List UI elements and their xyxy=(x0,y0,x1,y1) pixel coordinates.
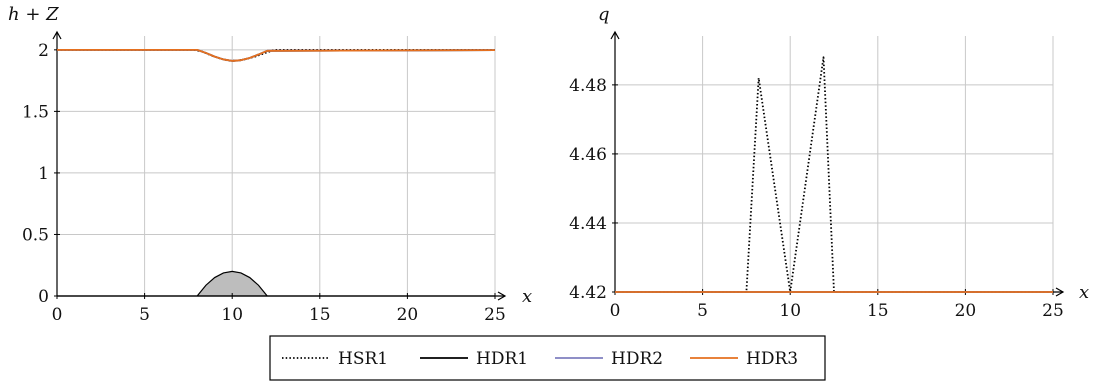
left-x-tick-label-5: 25 xyxy=(484,305,506,325)
right-x-tick-label-1: 5 xyxy=(697,301,708,321)
right-series-hsr1 xyxy=(615,56,1053,293)
right-y-tick-label-3: 4.48 xyxy=(569,76,607,96)
left-y-tick-label-3: 1.5 xyxy=(22,102,49,122)
left-x-tick-label-4: 20 xyxy=(397,305,419,325)
left-y-tick-label-0: 0 xyxy=(38,287,49,307)
right-x-tick-label-4: 20 xyxy=(955,301,977,321)
left-x-axis-arrow xyxy=(497,291,507,301)
left-x-tick-label-0: 0 xyxy=(52,305,63,325)
left-x-axis-label: x xyxy=(522,286,532,307)
right-y-axis-label: q xyxy=(598,4,610,25)
legend-label-hdr1: HDR1 xyxy=(476,349,528,369)
legend-label-hdr2: HDR2 xyxy=(611,349,663,369)
left-series-hdr3 xyxy=(57,48,496,62)
left-x-tick-label-2: 10 xyxy=(221,305,243,325)
right-x-tick-label-5: 25 xyxy=(1042,301,1064,321)
legend-label-hsr1: HSR1 xyxy=(338,349,388,369)
right-y-tick-label-0: 4.42 xyxy=(569,283,607,303)
left-y-tick-label-4: 2 xyxy=(38,41,49,61)
right-y-axis-arrow xyxy=(610,30,620,40)
chart-left-water-surface: 0 5 10 15 20 25 0 0.5 1 1.5 2 h + Z x xyxy=(8,4,532,325)
right-x-tick-label-0: 0 xyxy=(610,301,621,321)
chart-right-discharge: 0 5 10 15 20 25 4.42 4.44 4.46 4.48 q x xyxy=(569,4,1089,321)
right-y-tick-label-1: 4.44 xyxy=(569,214,607,234)
left-x-tick-label-3: 15 xyxy=(309,305,331,325)
right-x-axis-arrow xyxy=(1055,287,1065,297)
legend: HSR1 HDR1 HDR2 HDR3 xyxy=(269,335,826,381)
left-y-tick-label-1: 0.5 xyxy=(22,225,49,245)
left-y-tick-label-2: 1 xyxy=(38,164,49,184)
left-x-tick-label-1: 5 xyxy=(139,305,150,325)
right-y-tick-label-2: 4.46 xyxy=(569,145,607,165)
left-y-axis-arrow xyxy=(52,30,62,40)
left-y-axis-label: h + Z xyxy=(8,4,59,25)
right-x-axis-label: x xyxy=(1079,282,1089,303)
legend-label-hdr3: HDR3 xyxy=(746,349,798,369)
right-x-tick-label-3: 15 xyxy=(867,301,889,321)
right-x-tick-label-2: 10 xyxy=(779,301,801,321)
left-bed-bump xyxy=(57,270,495,297)
